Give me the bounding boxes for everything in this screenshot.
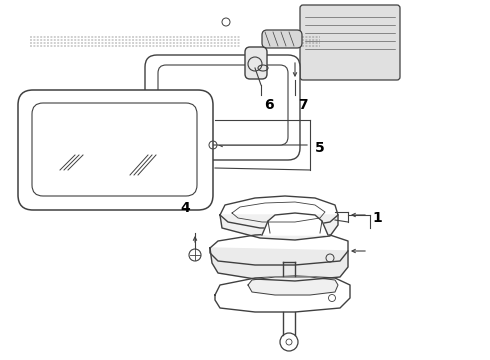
Text: 3: 3 [232, 261, 242, 275]
Polygon shape [262, 213, 328, 235]
FancyBboxPatch shape [245, 47, 267, 79]
FancyBboxPatch shape [32, 103, 197, 196]
FancyBboxPatch shape [18, 90, 213, 210]
Polygon shape [210, 233, 348, 265]
Polygon shape [215, 276, 350, 312]
Text: 6: 6 [264, 98, 273, 112]
Text: 7: 7 [298, 98, 308, 112]
Polygon shape [220, 215, 338, 240]
Polygon shape [248, 277, 338, 295]
FancyBboxPatch shape [158, 65, 288, 145]
Text: 5: 5 [315, 141, 325, 155]
Polygon shape [210, 248, 348, 281]
FancyBboxPatch shape [262, 30, 302, 48]
FancyBboxPatch shape [145, 55, 300, 160]
Text: 1: 1 [372, 211, 382, 225]
Polygon shape [220, 196, 338, 228]
FancyBboxPatch shape [300, 5, 400, 80]
Text: 4: 4 [180, 201, 190, 215]
